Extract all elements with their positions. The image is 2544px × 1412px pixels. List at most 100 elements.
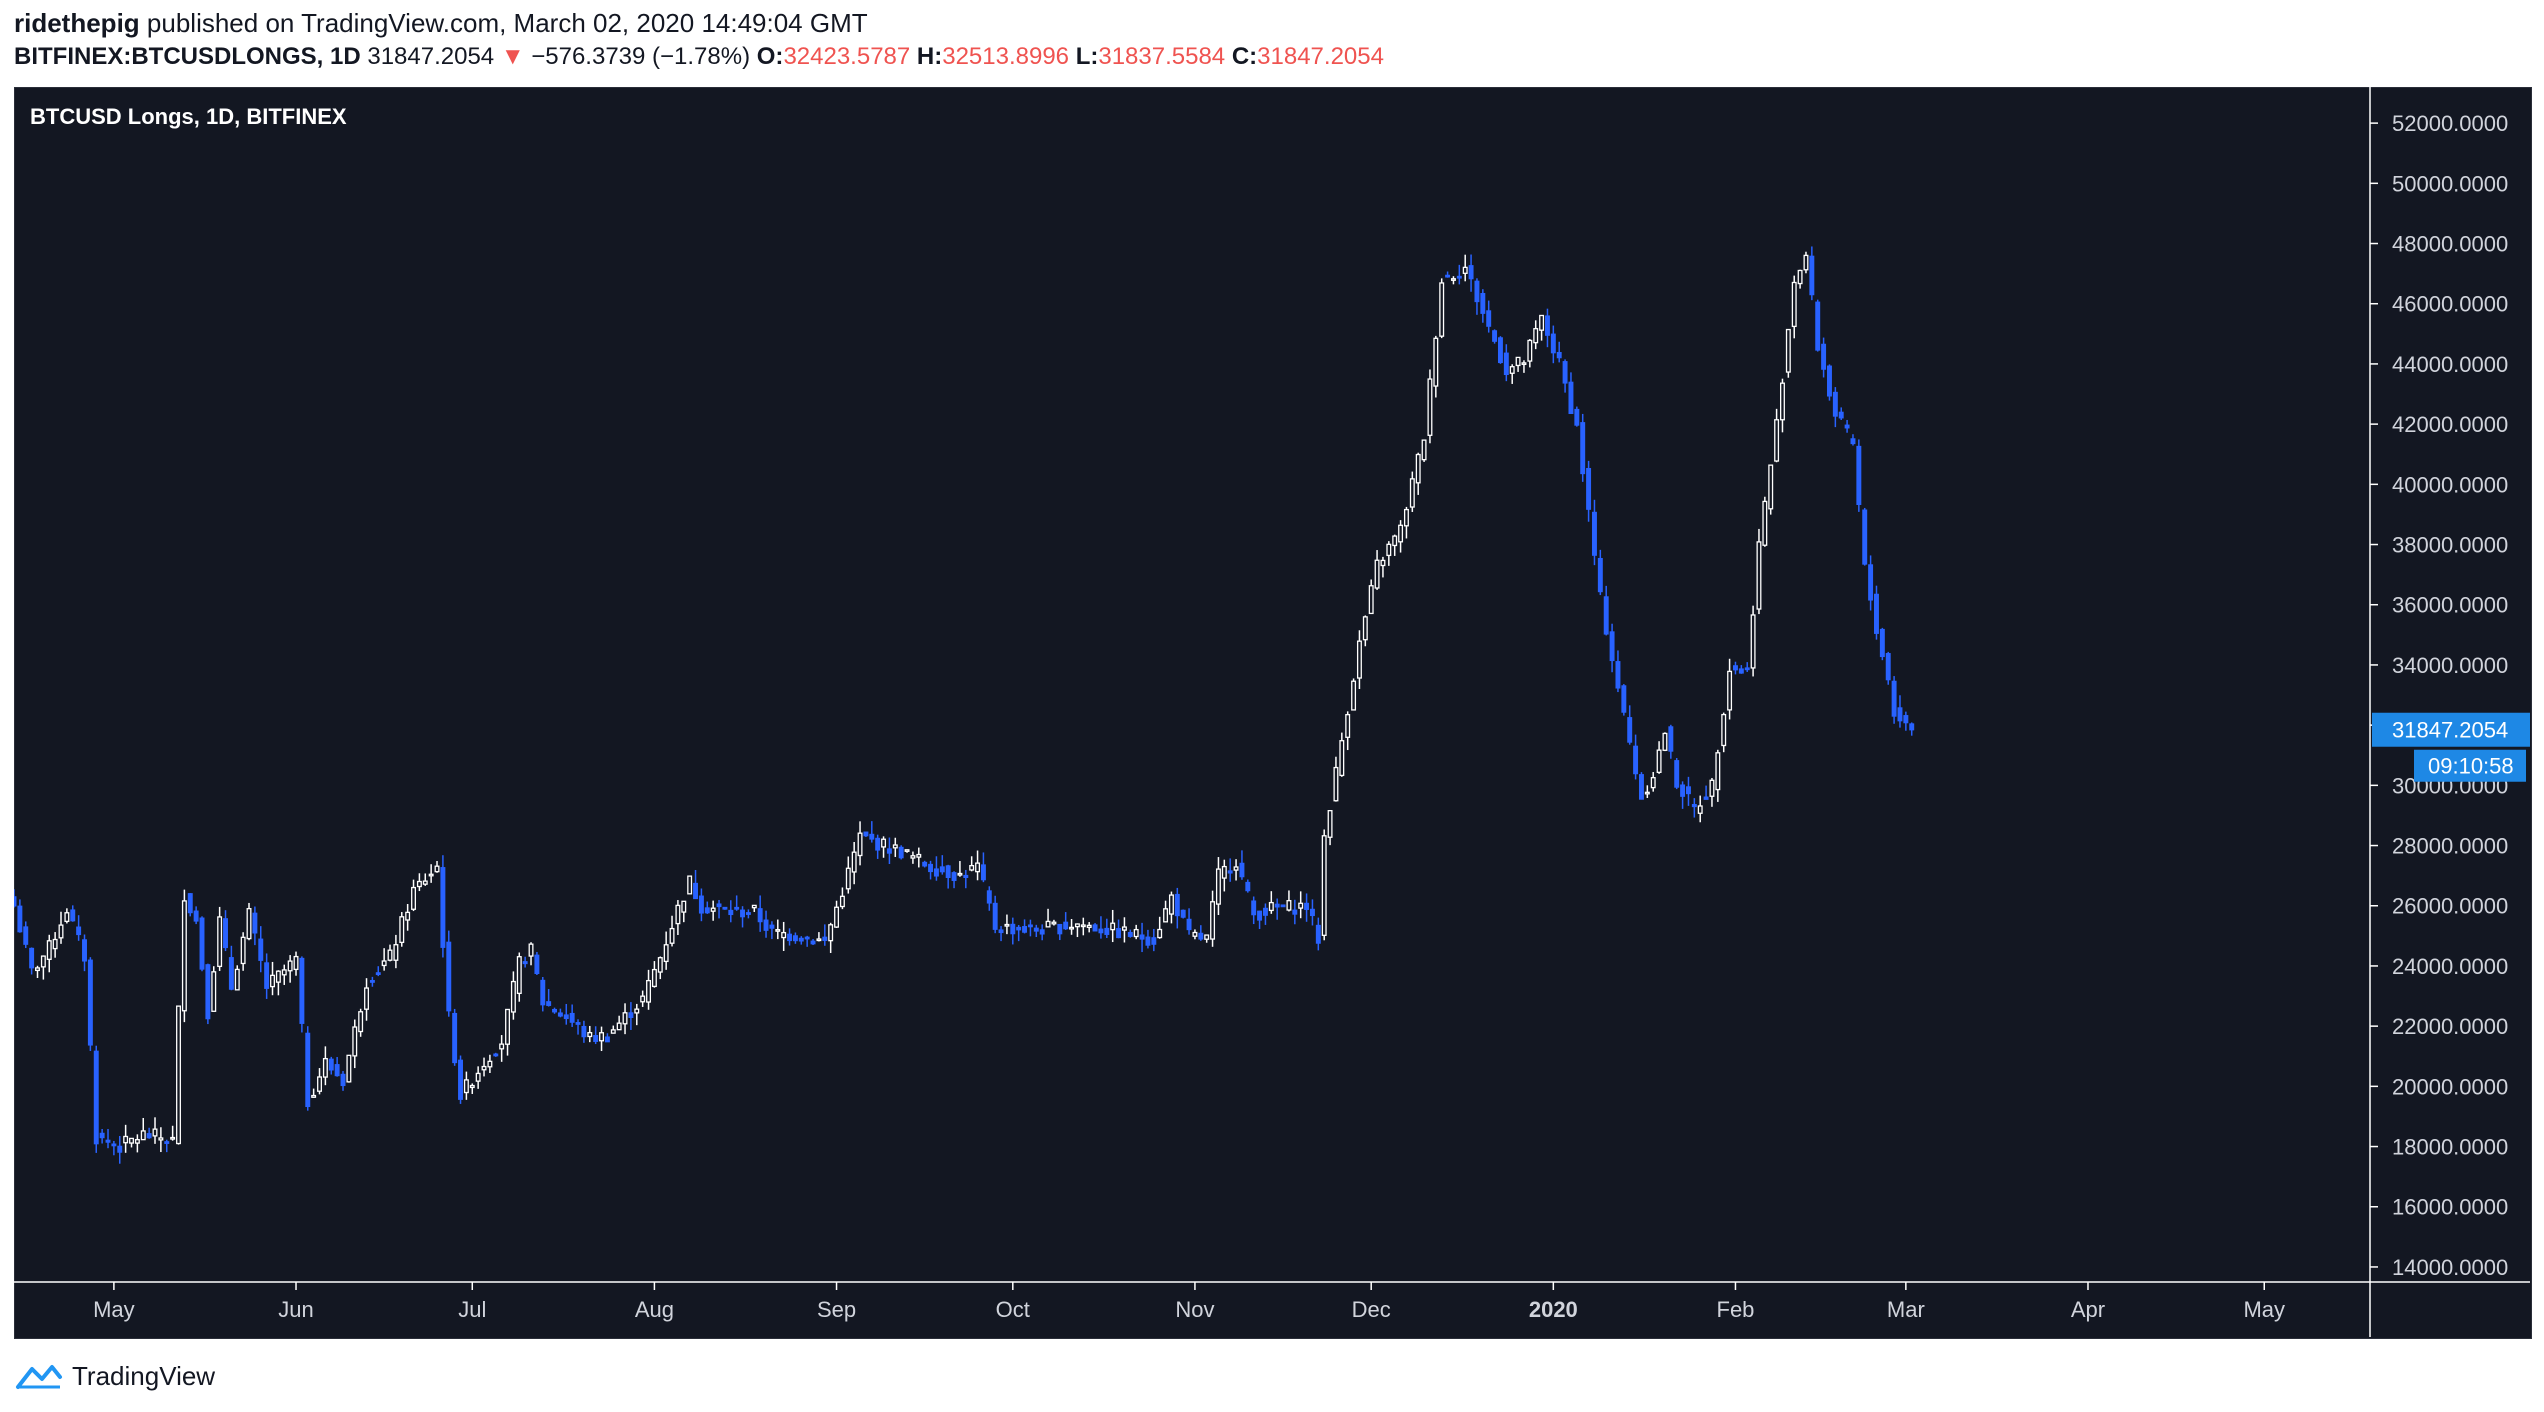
candle-body[interactable] bbox=[58, 924, 64, 939]
candle-body[interactable] bbox=[1674, 760, 1680, 788]
candle-body[interactable] bbox=[1874, 593, 1879, 634]
candle-body[interactable] bbox=[599, 1032, 605, 1042]
candle-body[interactable] bbox=[328, 1058, 334, 1071]
candle-body[interactable] bbox=[1662, 732, 1668, 751]
candle-body[interactable] bbox=[1151, 937, 1157, 945]
candle-body[interactable] bbox=[1862, 509, 1868, 565]
candle-body[interactable] bbox=[223, 918, 228, 949]
candle-body[interactable] bbox=[1092, 924, 1098, 932]
candle-body[interactable] bbox=[281, 969, 287, 976]
candle-body[interactable] bbox=[834, 906, 840, 928]
candle-body[interactable] bbox=[1080, 924, 1086, 928]
candle-body[interactable] bbox=[863, 831, 869, 837]
candle-body[interactable] bbox=[193, 910, 199, 922]
candle-body[interactable] bbox=[939, 866, 945, 873]
candle-body[interactable] bbox=[105, 1139, 111, 1143]
candle-body[interactable] bbox=[1433, 337, 1439, 387]
tradingview-brand[interactable]: TradingView bbox=[72, 1360, 216, 1391]
candle-body[interactable] bbox=[557, 1012, 563, 1017]
candle-body[interactable] bbox=[1210, 901, 1216, 940]
candle-body[interactable] bbox=[1809, 255, 1815, 296]
candle-body[interactable] bbox=[1145, 936, 1151, 946]
price-chart[interactable]: 14000.0000 16000.0000 18000.0000 20000.0000… bbox=[14, 87, 2530, 1337]
candle-body[interactable] bbox=[1380, 559, 1386, 567]
candle-body[interactable] bbox=[152, 1128, 158, 1137]
candle-body[interactable] bbox=[1374, 559, 1380, 589]
candle-body[interactable] bbox=[1409, 478, 1415, 508]
candle-body[interactable] bbox=[1832, 391, 1838, 417]
candle-body[interactable] bbox=[1791, 281, 1797, 328]
candle-body[interactable] bbox=[346, 1054, 352, 1083]
candle-body[interactable] bbox=[358, 1011, 364, 1033]
candle-body[interactable] bbox=[158, 1137, 164, 1141]
candle-body[interactable] bbox=[1304, 902, 1310, 910]
candle-body[interactable] bbox=[1697, 805, 1703, 814]
candle-body[interactable] bbox=[957, 872, 963, 876]
candle-body[interactable] bbox=[1868, 564, 1874, 601]
candle-body[interactable] bbox=[510, 980, 516, 1013]
candle-body[interactable] bbox=[1533, 328, 1539, 344]
candle-body[interactable] bbox=[828, 924, 834, 942]
candle-body[interactable] bbox=[1838, 411, 1844, 419]
candle-body[interactable] bbox=[129, 1137, 134, 1144]
candle-body[interactable] bbox=[146, 1133, 152, 1139]
candle-body[interactable] bbox=[1509, 366, 1515, 374]
candle-body[interactable] bbox=[481, 1065, 487, 1071]
candle-body[interactable] bbox=[1345, 714, 1351, 738]
candle-body[interactable] bbox=[1774, 419, 1780, 462]
candle-body[interactable] bbox=[722, 906, 728, 910]
candle-body[interactable] bbox=[975, 862, 981, 873]
candle-body[interactable] bbox=[1486, 310, 1492, 327]
candle-body[interactable] bbox=[1356, 640, 1362, 679]
candle-body[interactable] bbox=[452, 1012, 458, 1064]
candle-body[interactable] bbox=[1098, 928, 1104, 934]
candle-body[interactable] bbox=[1827, 365, 1832, 397]
candle-body[interactable] bbox=[634, 1008, 640, 1014]
candle-body[interactable] bbox=[1022, 926, 1028, 933]
candle-body[interactable] bbox=[728, 909, 734, 916]
candle-body[interactable] bbox=[1821, 343, 1827, 370]
candle-body[interactable] bbox=[1562, 361, 1568, 384]
candle-body[interactable] bbox=[528, 943, 534, 957]
candle-body[interactable] bbox=[446, 941, 452, 1012]
current-price-marker[interactable] bbox=[2372, 712, 2530, 747]
candle-body[interactable] bbox=[1803, 254, 1809, 271]
candle-body[interactable] bbox=[422, 880, 428, 885]
candle-body[interactable] bbox=[657, 957, 663, 973]
candle-body[interactable] bbox=[1727, 670, 1733, 711]
candle-body[interactable] bbox=[234, 968, 240, 991]
candle-body[interactable] bbox=[1556, 351, 1562, 359]
candle-body[interactable] bbox=[1403, 508, 1409, 527]
candle-body[interactable] bbox=[1104, 927, 1110, 935]
candle-body[interactable] bbox=[52, 938, 58, 950]
candle-body[interactable] bbox=[1174, 893, 1180, 917]
candle-body[interactable] bbox=[769, 924, 775, 929]
candle-body[interactable] bbox=[270, 974, 275, 988]
candle-body[interactable] bbox=[1909, 723, 1915, 731]
candle-body[interactable] bbox=[1456, 275, 1462, 279]
candle-body[interactable] bbox=[1421, 439, 1427, 461]
candle-body[interactable] bbox=[1074, 923, 1080, 928]
candle-body[interactable] bbox=[1204, 934, 1210, 940]
candle-body[interactable] bbox=[1198, 932, 1204, 940]
candle-body[interactable] bbox=[1110, 922, 1116, 931]
candle-body[interactable] bbox=[14, 896, 17, 907]
candle-body[interactable] bbox=[1033, 927, 1039, 932]
candle-body[interactable] bbox=[140, 1130, 146, 1141]
candle-body[interactable] bbox=[1550, 333, 1556, 354]
candle-body[interactable] bbox=[1045, 920, 1051, 928]
candle-body[interactable] bbox=[734, 906, 740, 910]
candle-body[interactable] bbox=[1503, 352, 1509, 376]
candle-body[interactable] bbox=[1468, 265, 1474, 280]
candle-body[interactable] bbox=[246, 908, 252, 940]
candle-body[interactable] bbox=[1245, 881, 1251, 892]
candle-body[interactable] bbox=[1086, 924, 1092, 928]
candle-body[interactable] bbox=[1668, 726, 1674, 752]
candle-body[interactable] bbox=[1268, 901, 1274, 912]
candle-body[interactable] bbox=[381, 960, 387, 967]
candle-body[interactable] bbox=[1051, 921, 1057, 925]
candle-body[interactable] bbox=[205, 964, 211, 1020]
candle-body[interactable] bbox=[352, 1026, 358, 1057]
candle-body[interactable] bbox=[881, 838, 887, 848]
candle-body[interactable] bbox=[892, 844, 898, 849]
